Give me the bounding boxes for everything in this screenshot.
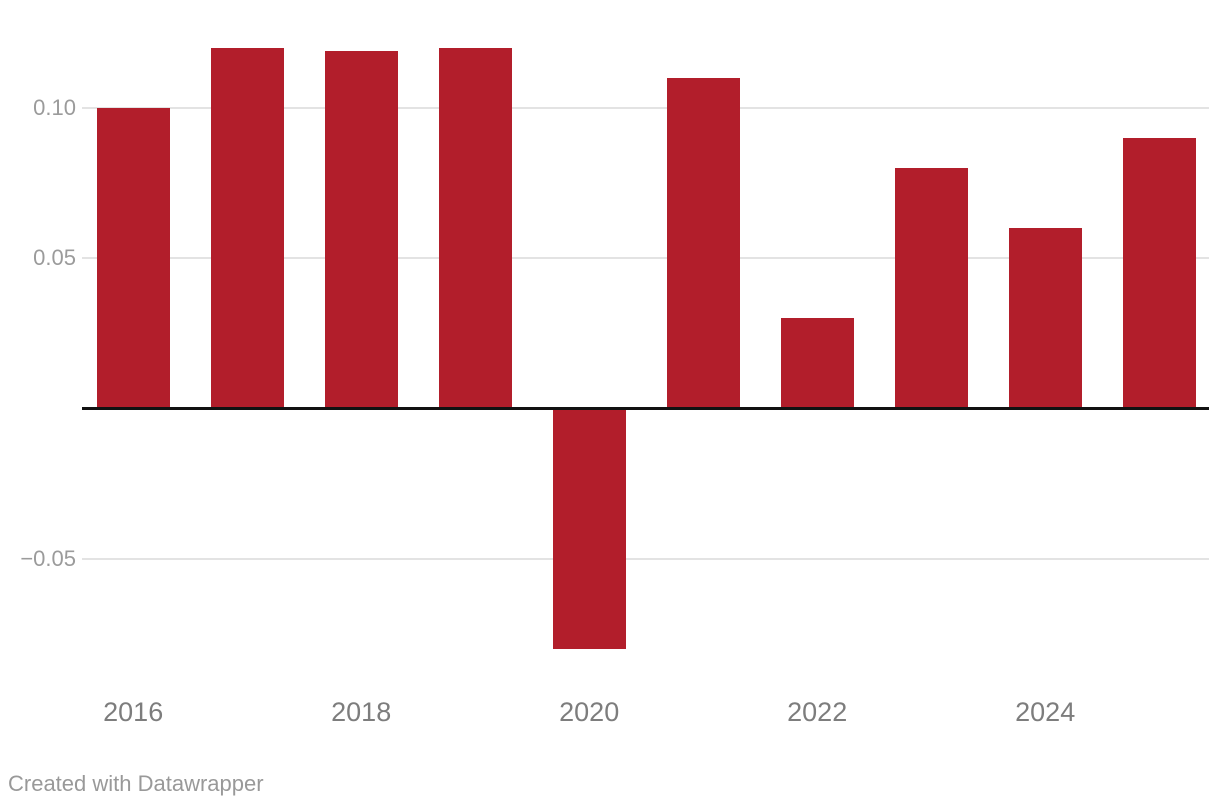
x-axis-tick-label: 2018 xyxy=(331,697,392,727)
x-axis-tick-label: 2024 xyxy=(1015,697,1076,727)
bar-2020 xyxy=(552,408,626,649)
datawrapper-credit-link[interactable]: Created with Datawrapper xyxy=(8,771,264,796)
gridline xyxy=(82,107,1209,109)
y-axis-tick-label: 0.10 xyxy=(33,95,76,120)
bar-2021 xyxy=(666,77,740,409)
bar-2017 xyxy=(210,47,284,409)
bar-2023 xyxy=(894,168,968,409)
zero-axis-line xyxy=(82,407,1209,410)
y-axis-tick-label: 0.05 xyxy=(33,245,76,271)
bar-2022 xyxy=(780,318,854,409)
bar-2018 xyxy=(324,50,398,409)
y-axis-tick-label: −0.05 xyxy=(20,545,76,571)
x-axis-tick-label: 2022 xyxy=(787,697,848,727)
x-axis-tick-label: 2016 xyxy=(103,697,164,727)
bar-2024 xyxy=(1008,228,1082,409)
gridline xyxy=(82,557,1209,560)
bar-2016 xyxy=(96,108,170,409)
x-axis-tick-label: 2020 xyxy=(559,697,620,727)
gridline xyxy=(82,257,1209,260)
bar-2019 xyxy=(438,47,512,409)
bar-2025 xyxy=(1122,138,1196,409)
